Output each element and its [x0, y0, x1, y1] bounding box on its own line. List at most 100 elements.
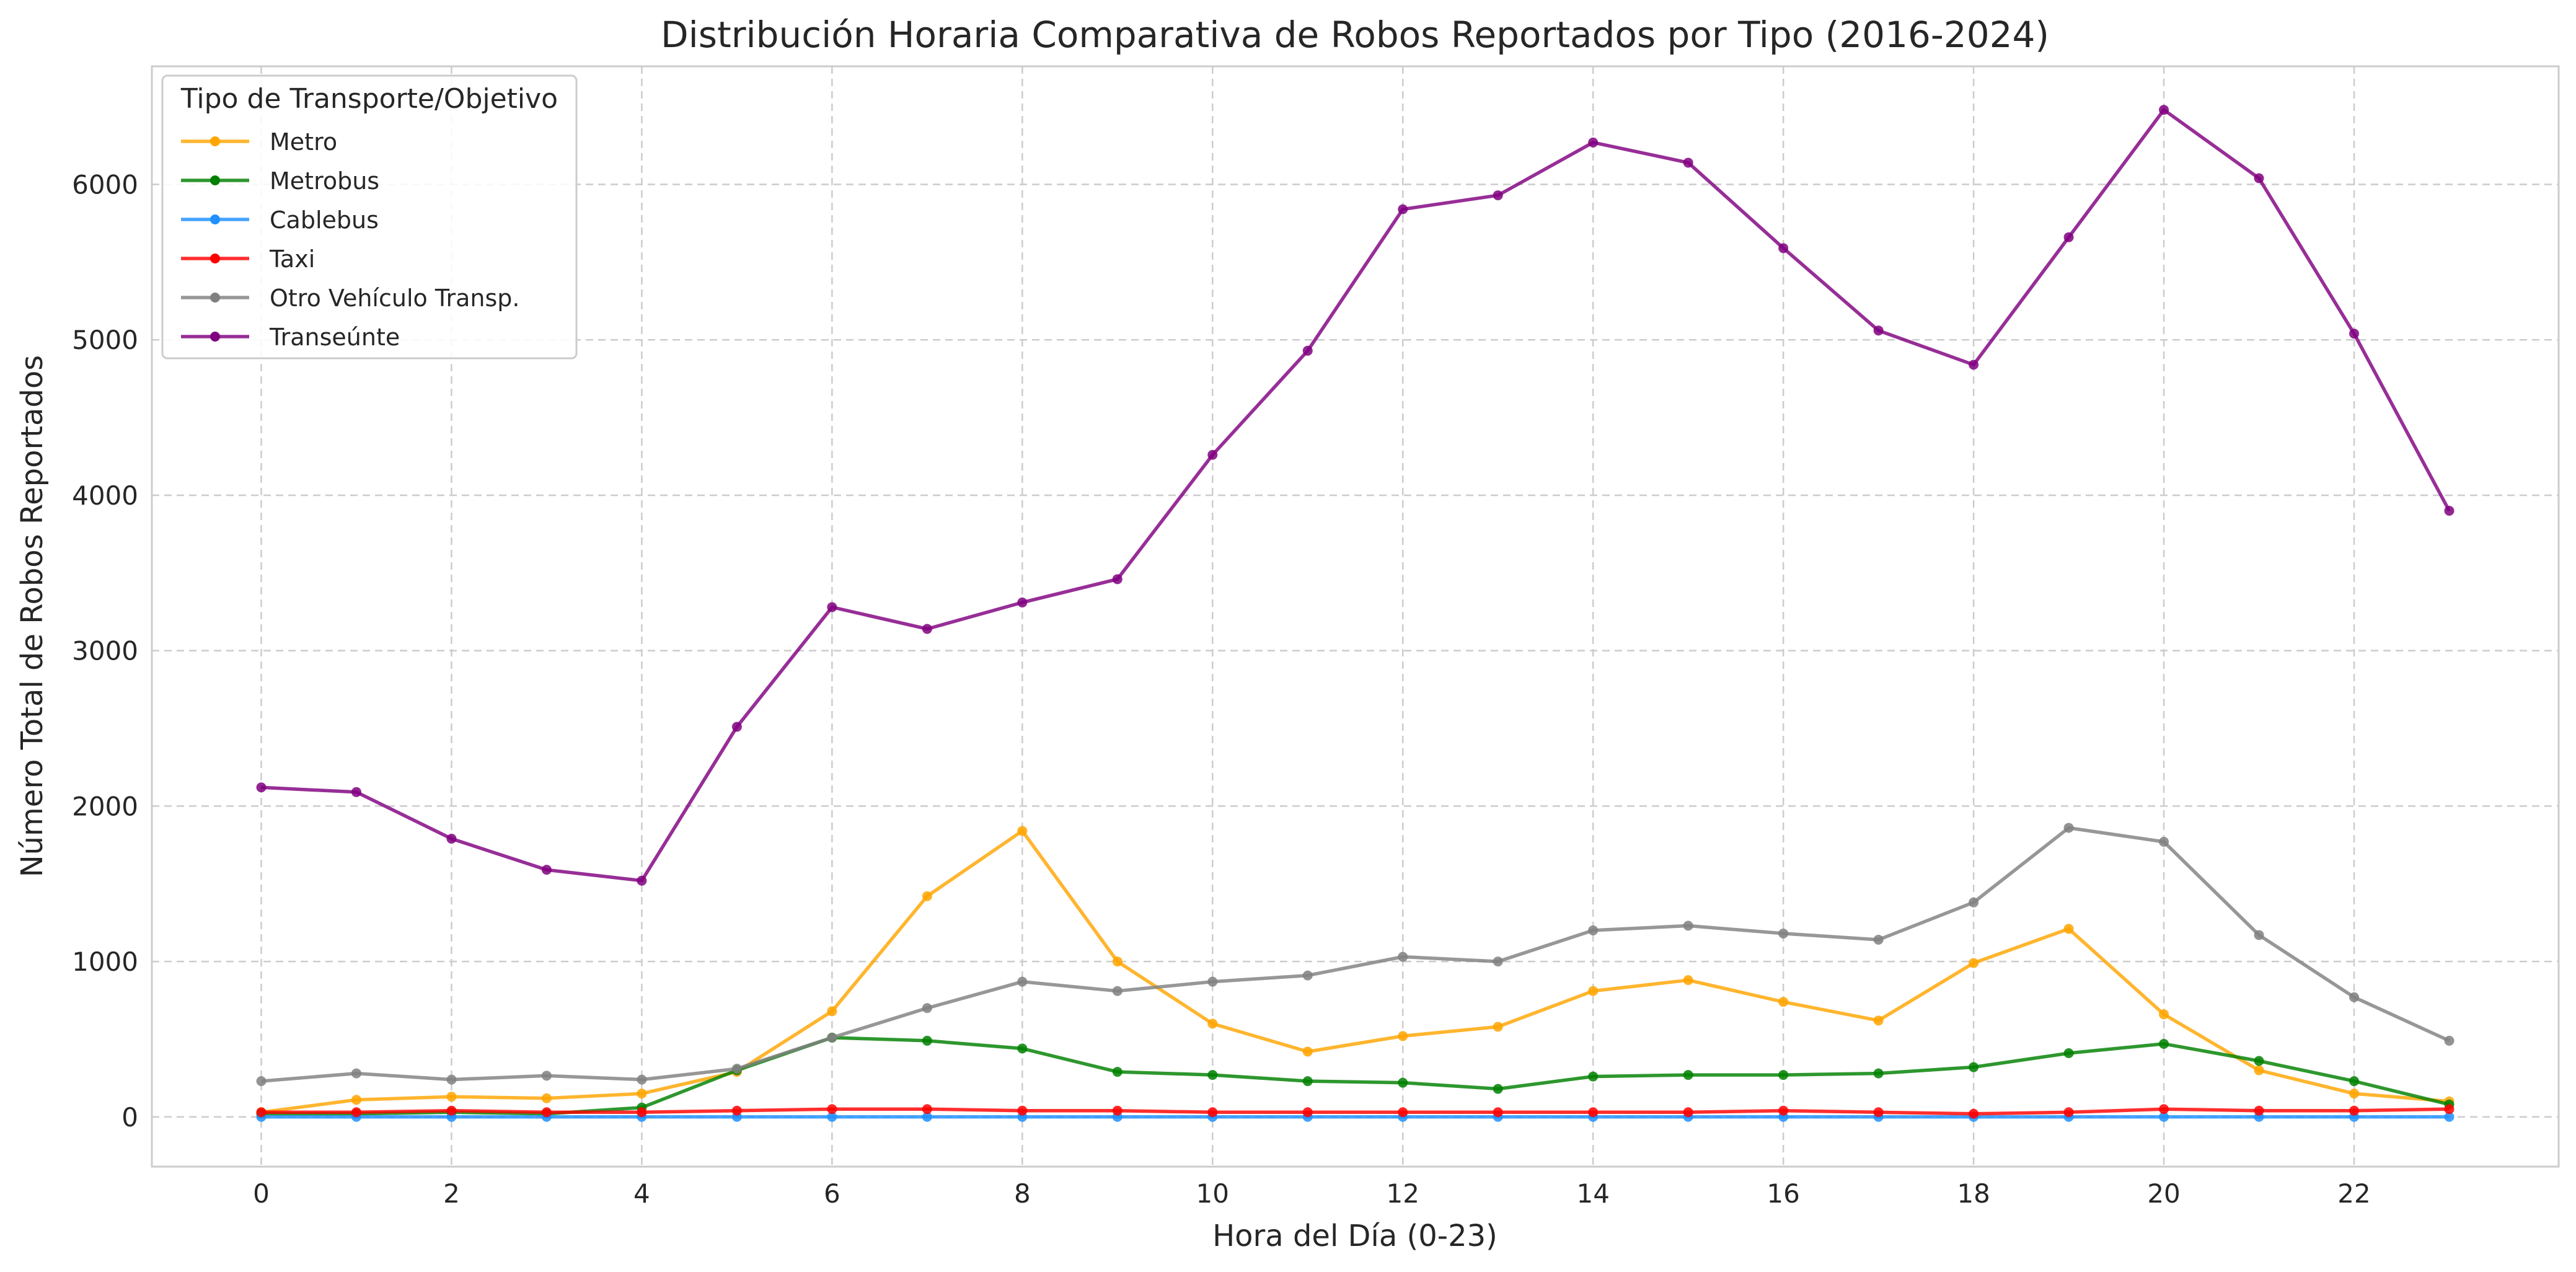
- data-point: [1302, 1107, 1313, 1118]
- data-point: [1778, 1105, 1789, 1116]
- data-point: [1969, 360, 1979, 370]
- data-point: [1302, 970, 1313, 981]
- data-point: [1873, 1015, 1884, 1026]
- data-point: [1969, 1062, 1979, 1072]
- data-point: [1398, 204, 1408, 214]
- data-point: [2444, 1104, 2455, 1115]
- data-point: [827, 1104, 837, 1115]
- series-line: [261, 826, 2450, 1083]
- data-point: [2159, 1111, 2169, 1122]
- data-point: [2349, 1089, 2360, 1099]
- legend-title: Tipo de Transporte/Objetivo: [180, 83, 558, 115]
- data-point: [2159, 105, 2169, 115]
- data-point: [827, 1111, 837, 1122]
- data-point: [1017, 1043, 1028, 1054]
- series-line: [261, 829, 2450, 1115]
- x-tick-label: 12: [1387, 1178, 1419, 1209]
- x-axis-ticks: 0 2 4 6 8 10 12 14 16 18 20 22: [253, 1178, 2371, 1209]
- data-point: [731, 722, 742, 732]
- legend-item: Cablebus: [181, 206, 379, 234]
- y-tick-label: 3000: [72, 636, 138, 666]
- data-point: [541, 1107, 552, 1118]
- data-point: [1588, 1071, 1599, 1082]
- data-point: [2063, 1048, 2074, 1058]
- data-point: [2349, 992, 2360, 1002]
- data-point: [1302, 1076, 1313, 1087]
- data-point: [2159, 1038, 2169, 1049]
- data-point: [1112, 1067, 1123, 1077]
- data-point: [1112, 986, 1123, 996]
- legend-item: Transeúnte: [181, 324, 400, 351]
- data-point: [827, 1006, 837, 1017]
- x-tick-label: 18: [1957, 1178, 1990, 1209]
- legend-swatch-marker: [210, 293, 220, 303]
- data-point: [2063, 1107, 2074, 1118]
- data-point: [1969, 958, 1979, 968]
- data-point: [2063, 232, 2074, 242]
- data-point: [1588, 925, 1599, 935]
- data-point: [2063, 823, 2074, 833]
- data-point: [2254, 173, 2264, 183]
- y-axis-ticks: 0 1000 2000 3000 4000 5000 6000: [72, 170, 138, 1133]
- y-tick-label: 4000: [72, 480, 138, 511]
- data-point: [1207, 1070, 1218, 1080]
- data-point: [1778, 1070, 1789, 1080]
- data-point: [541, 1071, 552, 1081]
- x-tick-label: 0: [253, 1178, 270, 1209]
- data-point: [1112, 574, 1123, 585]
- data-point: [1778, 243, 1789, 254]
- x-tick-label: 8: [1014, 1178, 1031, 1209]
- legend-label: Cablebus: [270, 206, 379, 234]
- legend-swatch-marker: [210, 136, 220, 146]
- data-point: [1398, 1107, 1408, 1118]
- data-point: [922, 1111, 932, 1122]
- data-point: [256, 782, 267, 793]
- x-tick-label: 4: [633, 1178, 650, 1209]
- legend-item: Taxi: [181, 245, 315, 273]
- data-point: [731, 1064, 742, 1074]
- data-point: [1302, 345, 1313, 356]
- data-point: [1493, 190, 1503, 201]
- data-point: [1017, 826, 1028, 836]
- data-point: [2254, 930, 2264, 940]
- legend-swatch-marker: [210, 214, 220, 224]
- x-tick-label: 10: [1196, 1178, 1229, 1209]
- data-point: [731, 1105, 742, 1116]
- data-point: [922, 1104, 932, 1115]
- data-point: [1207, 1018, 1218, 1029]
- data-point: [2444, 1111, 2455, 1122]
- data-point: [2254, 1065, 2264, 1075]
- data-point: [2349, 1105, 2360, 1116]
- data-point: [1207, 976, 1218, 987]
- data-point: [2349, 1076, 2360, 1087]
- data-point: [2159, 837, 2169, 847]
- data-point: [2159, 1009, 2169, 1020]
- legend: Tipo de Transporte/Objetivo Metro Metrobu…: [161, 74, 578, 360]
- data-point: [1493, 956, 1503, 967]
- legend-label: Otro Vehículo Transp.: [270, 285, 519, 312]
- data-point: [1683, 1070, 1693, 1080]
- data-point: [1588, 137, 1599, 148]
- legend-box: [161, 74, 578, 360]
- data-point: [2444, 506, 2455, 516]
- series-otro-veh-culo-transp-: [256, 823, 2455, 1087]
- y-tick-label: 0: [121, 1102, 138, 1133]
- plot-frame: [151, 65, 2560, 1168]
- data-point: [2254, 1056, 2264, 1066]
- legend-item: Metrobus: [181, 167, 379, 195]
- data-point: [637, 1107, 647, 1118]
- data-point: [1873, 325, 1884, 336]
- data-point: [1683, 921, 1693, 931]
- data-point: [541, 865, 552, 875]
- x-tick-label: 2: [443, 1178, 460, 1209]
- data-point: [2159, 1104, 2169, 1115]
- series-line: [261, 108, 2451, 883]
- data-point: [1873, 934, 1884, 945]
- data-point: [351, 787, 361, 797]
- data-point: [351, 1095, 361, 1105]
- series-line: [261, 1036, 2450, 1116]
- data-point: [1207, 449, 1218, 460]
- data-point: [1017, 1105, 1028, 1116]
- data-point: [1873, 1068, 1884, 1079]
- x-tick-label: 14: [1576, 1178, 1609, 1209]
